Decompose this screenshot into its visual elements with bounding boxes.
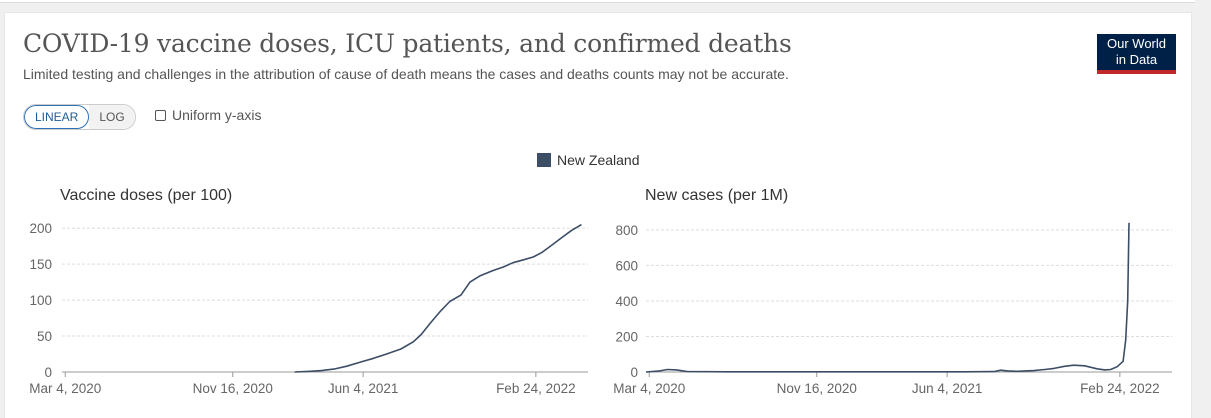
x-tick-label: Mar 4, 2020 xyxy=(613,381,685,396)
y-tick-label: 150 xyxy=(29,257,52,272)
x-tick-label: Mar 4, 2020 xyxy=(29,381,101,396)
y-tick-label: 400 xyxy=(615,294,638,309)
logo-line-2: in Data xyxy=(1115,52,1158,67)
uniform-y-axis-label: Uniform y-axis xyxy=(172,107,262,123)
owid-logo[interactable]: Our World in Data xyxy=(1097,34,1176,74)
top-strip xyxy=(0,0,1195,3)
page-title: COVID-19 vaccine doses, ICU patients, an… xyxy=(23,29,792,58)
y-tick-label: 200 xyxy=(615,329,638,344)
y-tick-label: 50 xyxy=(37,329,52,344)
page-subtitle: Limited testing and challenges in the at… xyxy=(23,66,789,82)
y-tick-label: 200 xyxy=(29,221,52,236)
series-line-new-zealand[interactable] xyxy=(645,222,1130,373)
scale-toggle: LINEAR LOG xyxy=(23,104,136,130)
legend-label: New Zealand xyxy=(557,152,640,168)
linear-scale-button[interactable]: LINEAR xyxy=(24,105,90,129)
y-tick-label: 100 xyxy=(29,293,52,308)
x-tick-label: Feb 24, 2022 xyxy=(1080,381,1160,396)
x-tick-label: Feb 24, 2022 xyxy=(496,381,576,396)
y-tick-label: 600 xyxy=(615,258,638,273)
log-scale-button[interactable]: LOG xyxy=(89,105,135,129)
panel-title: New cases (per 1M) xyxy=(645,187,788,204)
uniform-y-axis-toggle[interactable]: Uniform y-axis xyxy=(155,107,261,123)
y-tick-label: 800 xyxy=(615,223,638,238)
y-tick-label: 0 xyxy=(44,365,52,380)
logo-line-1: Our World xyxy=(1107,36,1166,51)
x-tick-label: Jun 4, 2021 xyxy=(912,381,983,396)
x-tick-label: Nov 16, 2020 xyxy=(193,381,273,396)
chart-card: COVID-19 vaccine doses, ICU patients, an… xyxy=(4,12,1192,418)
x-tick-label: Nov 16, 2020 xyxy=(777,381,857,396)
x-tick-label: Jun 4, 2021 xyxy=(328,381,399,396)
series-line-new-zealand[interactable] xyxy=(294,223,582,373)
legend-swatch xyxy=(537,153,551,167)
panel-title: Vaccine doses (per 100) xyxy=(60,187,232,204)
y-tick-label: 0 xyxy=(630,365,638,380)
checkbox-icon[interactable] xyxy=(155,109,166,121)
legend[interactable]: New Zealand xyxy=(537,152,640,168)
